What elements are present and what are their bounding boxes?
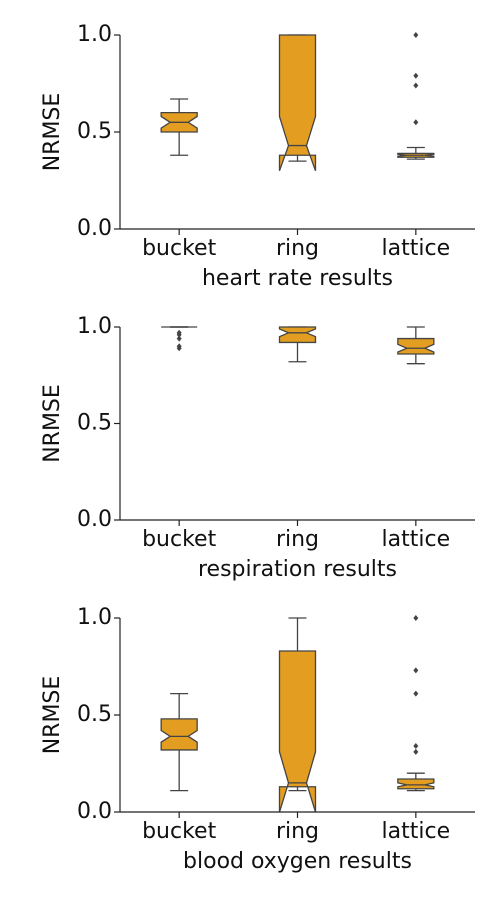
y-tick-label: 1.0 (77, 314, 112, 339)
y-tick-label: 0.0 (77, 799, 112, 824)
x-tick-label: ring (276, 527, 319, 552)
x-tick-label: bucket (142, 236, 216, 261)
flier (413, 32, 419, 38)
x-tick-label: lattice (382, 236, 451, 261)
flier (176, 343, 182, 350)
flier (413, 119, 419, 126)
flier (176, 329, 182, 336)
flier (413, 690, 419, 697)
x-tick-label: bucket (142, 527, 216, 552)
y-tick-label: 0.0 (77, 507, 112, 532)
flier (413, 743, 419, 750)
box (160, 718, 198, 751)
flier (413, 72, 419, 79)
x-tick-label: bucket (142, 819, 216, 844)
box (397, 337, 435, 355)
y-tick-label: 0.5 (77, 702, 112, 727)
x-tick-label: ring (276, 236, 319, 261)
flier (176, 335, 182, 342)
x-tick-label: lattice (382, 819, 451, 844)
flier (413, 615, 419, 621)
y-tick-label: 0.0 (77, 216, 112, 241)
box (278, 650, 317, 813)
y-tick-label: 0.5 (77, 411, 112, 436)
flier (413, 667, 419, 674)
y-tick-label: 1.0 (77, 22, 112, 47)
y-tick-label: 1.0 (77, 605, 112, 630)
x-axis-label: respiration results (198, 557, 397, 582)
y-axis-label: NRMSE (40, 93, 65, 172)
flier (413, 748, 419, 755)
y-axis-label: NRMSE (40, 384, 65, 463)
x-tick-label: ring (276, 819, 319, 844)
flier (413, 82, 419, 89)
box (278, 326, 317, 344)
box (397, 778, 435, 790)
x-tick-label: lattice (382, 527, 451, 552)
y-axis-label: NRMSE (40, 676, 65, 755)
box (278, 34, 317, 172)
x-axis-label: blood oxygen results (183, 849, 412, 874)
y-tick-label: 0.5 (77, 119, 112, 144)
x-axis-label: heart rate results (202, 266, 393, 291)
